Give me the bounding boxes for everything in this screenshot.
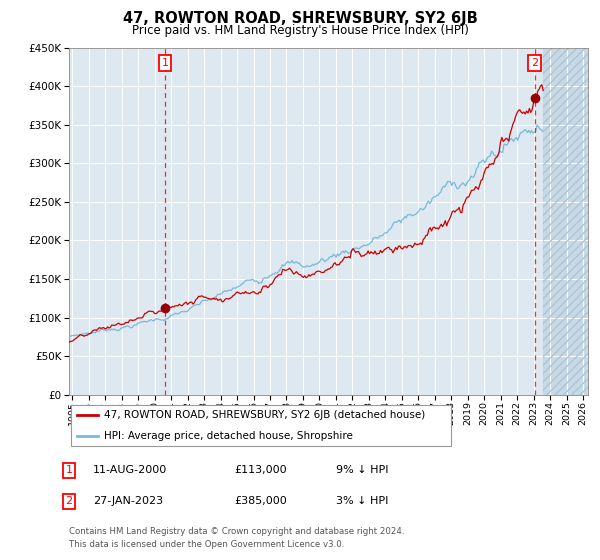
Text: 1: 1 [161,58,169,68]
Bar [543,48,600,395]
Text: 2: 2 [531,58,538,68]
Text: This data is licensed under the Open Government Licence v3.0.: This data is licensed under the Open Gov… [69,540,344,549]
Text: 47, ROWTON ROAD, SHREWSBURY, SY2 6JB (detached house): 47, ROWTON ROAD, SHREWSBURY, SY2 6JB (de… [104,410,425,421]
Text: 2: 2 [65,496,73,506]
Text: 9% ↓ HPI: 9% ↓ HPI [336,465,389,475]
FancyBboxPatch shape [71,405,451,446]
Text: 3% ↓ HPI: 3% ↓ HPI [336,496,388,506]
Text: 27-JAN-2023: 27-JAN-2023 [93,496,163,506]
Text: Contains HM Land Registry data © Crown copyright and database right 2024.: Contains HM Land Registry data © Crown c… [69,528,404,536]
Text: 11-AUG-2000: 11-AUG-2000 [93,465,167,475]
Text: 1: 1 [65,465,73,475]
Bar [543,48,600,395]
Text: £113,000: £113,000 [234,465,287,475]
Text: HPI: Average price, detached house, Shropshire: HPI: Average price, detached house, Shro… [104,431,352,441]
Text: Price paid vs. HM Land Registry's House Price Index (HPI): Price paid vs. HM Land Registry's House … [131,24,469,36]
Text: £385,000: £385,000 [234,496,287,506]
Text: 47, ROWTON ROAD, SHREWSBURY, SY2 6JB: 47, ROWTON ROAD, SHREWSBURY, SY2 6JB [122,11,478,26]
